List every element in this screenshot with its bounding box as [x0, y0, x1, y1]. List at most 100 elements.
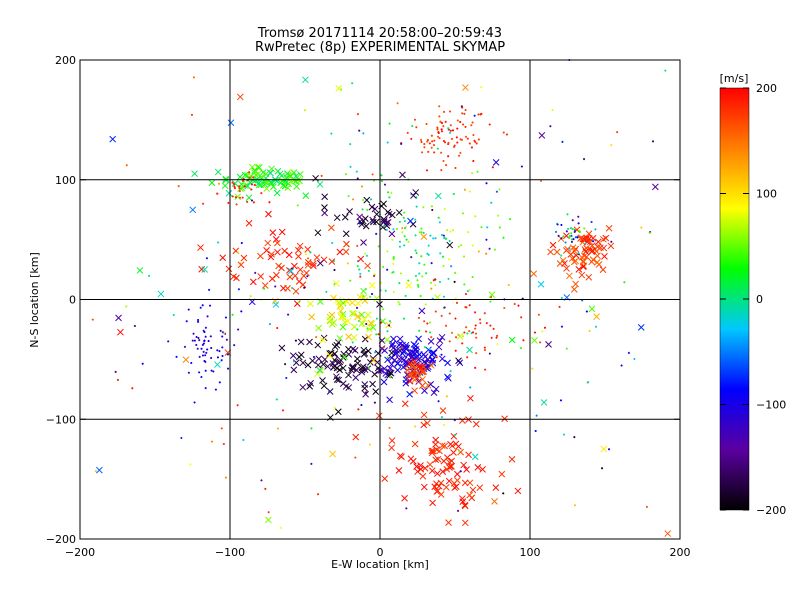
scatter-point	[199, 306, 202, 309]
scatter-point	[242, 439, 245, 442]
scatter-point	[455, 136, 458, 139]
scatter-point	[549, 241, 557, 249]
scatter-point	[664, 530, 672, 537]
scatter-point	[384, 183, 387, 186]
scatter-point	[380, 281, 383, 284]
scatter-point	[115, 314, 122, 322]
scatter-point	[310, 427, 313, 430]
scatter-point	[202, 342, 205, 345]
scatter-point	[436, 147, 439, 150]
scatter-point	[453, 280, 456, 283]
scatter-point	[452, 483, 460, 491]
scatter-point	[209, 335, 212, 338]
scatter-point	[398, 220, 401, 223]
scatter-point	[522, 339, 525, 342]
scatter-point	[191, 339, 194, 342]
scatter-point	[406, 390, 413, 398]
scatter-point	[432, 436, 440, 444]
scatter-point	[285, 376, 288, 379]
scatter-point	[568, 247, 571, 250]
scatter-point	[307, 300, 314, 308]
scatter-point	[227, 201, 230, 204]
scatter-point	[193, 339, 196, 342]
scatter-point	[382, 346, 385, 349]
scatter-point	[436, 128, 439, 131]
scatter-point	[568, 255, 576, 262]
scatter-point	[365, 333, 372, 341]
scatter-point	[114, 370, 117, 373]
scatter-point	[237, 288, 240, 291]
scatter-point	[284, 285, 291, 292]
scatter-point	[419, 472, 427, 480]
scatter-point	[443, 237, 446, 240]
scatter-point	[244, 182, 251, 190]
scatter-point	[398, 303, 401, 306]
scatter-point	[245, 219, 253, 227]
scatter-point	[570, 234, 573, 237]
scatter-point	[577, 222, 580, 225]
scatter-point	[356, 244, 359, 247]
scatter-point	[562, 433, 565, 436]
scatter-point	[474, 324, 477, 327]
scatter-point	[434, 237, 437, 240]
scatter-point	[473, 114, 476, 117]
scatter-point	[299, 281, 307, 289]
scatter-point	[333, 268, 336, 271]
y-tick-label: 100	[55, 174, 76, 187]
scatter-point	[253, 183, 256, 186]
scatter-point	[201, 266, 209, 273]
scatter-point	[569, 244, 577, 252]
scatter-point	[202, 350, 205, 353]
scatter-point	[395, 467, 403, 474]
scatter-point	[334, 296, 342, 304]
scatter-point	[307, 257, 310, 260]
scatter-point	[471, 276, 474, 279]
scatter-point	[208, 288, 211, 291]
scatter-point	[251, 199, 254, 202]
scatter-point	[418, 307, 426, 315]
scatter-point	[347, 195, 350, 198]
scatter-point	[198, 371, 201, 374]
scatter-point	[369, 216, 377, 224]
scatter-point	[250, 183, 253, 186]
scatter-point	[425, 122, 428, 125]
scatter-point	[437, 491, 445, 498]
scatter-point	[384, 289, 387, 292]
scatter-point	[361, 335, 369, 343]
scatter-point	[475, 336, 478, 339]
scatter-point	[587, 381, 590, 384]
scatter-point	[433, 151, 436, 154]
scatter-point	[386, 268, 389, 271]
scatter-point	[374, 351, 377, 354]
scatter-point	[238, 262, 241, 265]
scatter-point	[287, 267, 295, 275]
scatter-point	[438, 442, 446, 450]
scatter-point	[371, 370, 378, 378]
scatter-point	[384, 218, 392, 226]
scatter-point	[222, 175, 230, 183]
scatter-point	[274, 239, 281, 247]
scatter-point	[272, 301, 280, 308]
scatter-point	[471, 172, 474, 175]
scatter-point	[358, 268, 361, 271]
scatter-point	[386, 371, 394, 379]
scatter-point	[414, 369, 422, 377]
scatter-point	[407, 217, 414, 225]
scatter-point	[192, 332, 195, 335]
scatter-point	[581, 246, 589, 253]
scatter-point	[177, 185, 180, 188]
scatter-point	[217, 182, 220, 185]
scatter-point	[537, 313, 540, 316]
scatter-point	[196, 347, 199, 350]
scatter-point	[314, 370, 321, 378]
scatter-point	[218, 350, 221, 353]
scatter-point	[370, 357, 377, 364]
scatter-point	[484, 368, 487, 371]
scatter-point	[214, 168, 222, 176]
scatter-point	[534, 430, 537, 433]
scatter-point	[475, 142, 478, 145]
scatter-point	[466, 290, 469, 293]
scatter-point	[398, 245, 401, 248]
grid-lines	[80, 60, 680, 539]
scatter-point	[353, 366, 360, 374]
